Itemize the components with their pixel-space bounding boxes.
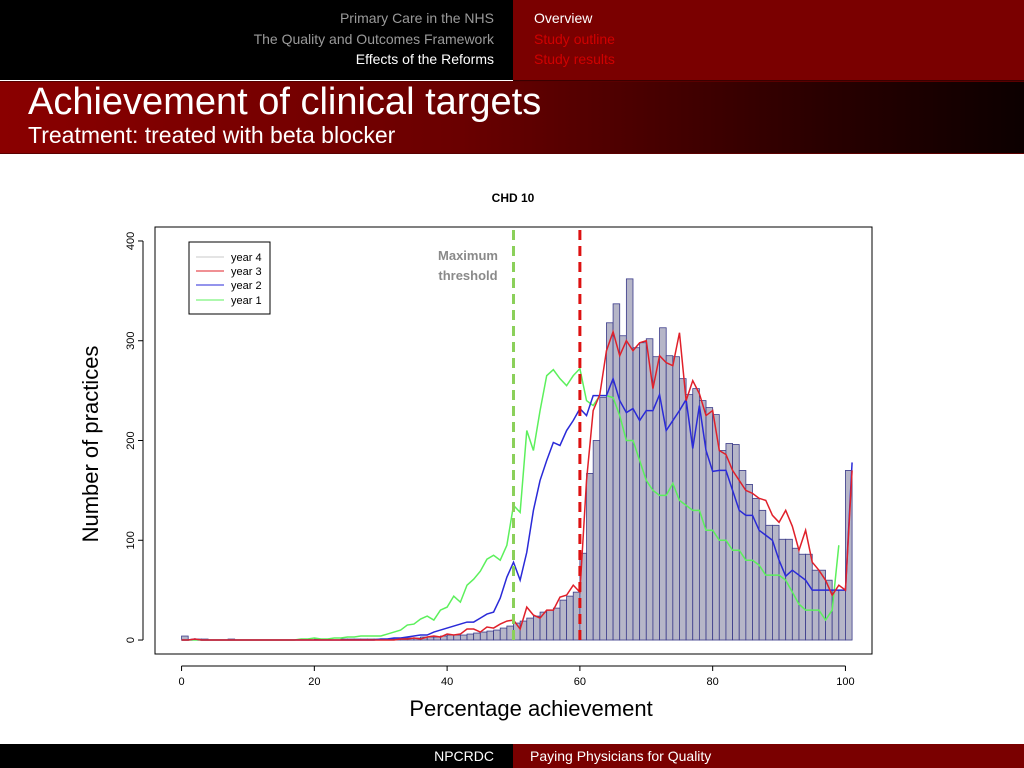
histogram-bar	[559, 599, 568, 641]
subsection-study-outline[interactable]: Study outline	[534, 31, 615, 47]
histogram-bar	[679, 378, 687, 641]
y-axis-label: Number of practices	[78, 346, 103, 543]
nav-item-qof[interactable]: The Quality and Outcomes Framework	[253, 31, 494, 47]
series-line-year3	[181, 329, 853, 641]
histogram-bar	[745, 483, 753, 641]
annotation-line-1: Maximum	[438, 248, 498, 263]
histogram-bar	[805, 553, 813, 641]
histogram-bar	[718, 450, 727, 641]
x-tick-label: 0	[178, 676, 184, 688]
histogram-bar	[758, 509, 767, 641]
x-tick-label: 100	[836, 676, 854, 688]
x-tick-label: 20	[308, 676, 320, 688]
histogram-bar	[599, 397, 607, 641]
histogram-bar	[705, 407, 714, 641]
x-tick-label: 80	[707, 676, 719, 688]
subsection-overview[interactable]: Overview	[534, 10, 593, 26]
histogram-bar	[685, 394, 694, 641]
histogram-bar	[639, 342, 647, 641]
histogram-bar	[499, 627, 508, 641]
title-bar: Achievement of clinical targets Treatmen…	[0, 81, 1024, 154]
histogram-chart: CHD 10 0 20 40 60 80 100 0 100 200 300 400 Maximum…	[78, 191, 873, 721]
histogram-bar	[446, 634, 455, 641]
nav-item-primary-care[interactable]: Primary Care in the NHS	[339, 10, 494, 26]
histogram-bar	[811, 569, 820, 641]
histogram-bar	[659, 327, 667, 641]
axes: 0 20 40 60 80 100 0 100 200 300 400	[125, 232, 855, 688]
histogram-bar	[606, 322, 614, 641]
histogram-bar	[838, 589, 846, 641]
chart-legend: year 4 year 3 year 2 year 1	[188, 241, 271, 315]
histogram-bar	[619, 335, 627, 641]
section-breadcrumbs: Primary Care in the NHS The Quality and …	[0, 0, 510, 80]
subsection-panel: Overview Study outline Study results	[513, 0, 1024, 81]
legend-label-year2: year 2	[231, 280, 262, 292]
histogram-bar	[552, 607, 561, 641]
legend-box	[188, 241, 271, 315]
footer-bar: NPCRDC Paying Physicians for Quality	[0, 744, 1024, 768]
histogram-bar	[778, 538, 787, 641]
threshold-lines	[512, 230, 582, 641]
histogram-bar	[466, 633, 475, 641]
footer-presentation-title: Paying Physicians for Quality	[530, 748, 712, 764]
top-navigation-bar: Primary Care in the NHS The Quality and …	[0, 0, 1024, 81]
subsection-study-results[interactable]: Study results	[534, 51, 615, 67]
plot-frame	[154, 226, 873, 655]
histogram-bar	[845, 470, 853, 641]
slide-title: Achievement of clinical targets	[28, 81, 542, 123]
histogram-bar	[566, 595, 574, 641]
footer-title-panel: Paying Physicians for Quality	[513, 744, 1024, 768]
x-tick-label: 60	[574, 676, 586, 688]
histogram-bar	[533, 615, 541, 641]
histogram-bar	[732, 444, 740, 641]
histogram-bar	[665, 355, 674, 641]
histogram-bar	[798, 553, 807, 641]
histogram-bar	[765, 524, 773, 641]
legend-label-year1: year 1	[231, 295, 262, 307]
y-tick-label: 300	[125, 332, 137, 350]
y-tick-label: 400	[125, 232, 137, 250]
histogram-bar	[592, 440, 601, 641]
histogram-bar	[473, 632, 481, 641]
histogram-bar	[526, 617, 534, 641]
slide-subtitle: Treatment: treated with beta blocker	[28, 122, 396, 148]
histogram-bar	[586, 473, 594, 641]
y-tick-label: 100	[125, 531, 137, 549]
nav-item-effects-of-reforms[interactable]: Effects of the Reforms	[355, 51, 494, 67]
legend-label-year4: year 4	[231, 252, 262, 264]
y-tick-label: 0	[125, 637, 137, 643]
histogram-bar	[493, 629, 501, 641]
y-tick-label: 200	[125, 431, 137, 449]
histogram-bar	[752, 497, 760, 641]
histogram-bar	[479, 631, 488, 641]
footer-org: NPCRDC	[434, 748, 494, 764]
annotation-line-2: threshold	[438, 268, 497, 283]
x-tick-label: 40	[441, 676, 453, 688]
histogram-bar	[652, 356, 660, 641]
histogram-bar	[546, 609, 554, 641]
histogram-bar	[632, 347, 641, 641]
histogram-bars	[181, 278, 853, 641]
chart-title: CHD 10	[492, 191, 535, 205]
legend-label-year3: year 3	[231, 266, 262, 278]
histogram-bar	[486, 630, 494, 641]
histogram-bar	[459, 634, 468, 641]
series-lines	[181, 329, 853, 641]
histogram-bar	[625, 278, 634, 641]
x-axis-label: Percentage achievement	[409, 696, 652, 721]
histogram-bar	[818, 569, 826, 641]
histogram-bar	[453, 634, 461, 641]
